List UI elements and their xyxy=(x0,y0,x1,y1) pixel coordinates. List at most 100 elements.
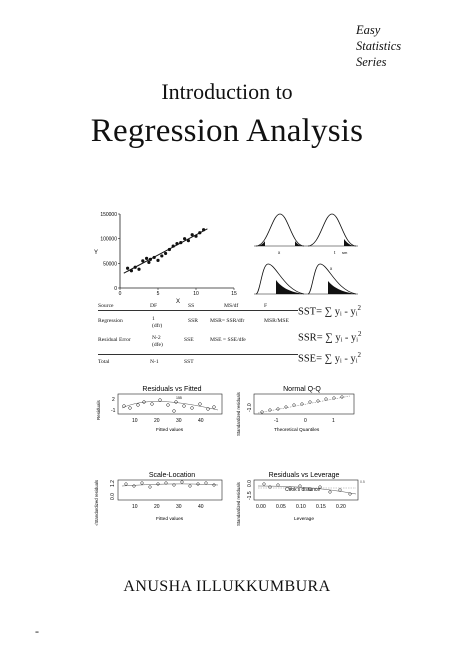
anova-row-f: MSR/MSE xyxy=(264,318,289,324)
scatter-xlabel: X xyxy=(176,299,180,305)
regression-line xyxy=(123,228,208,274)
sl-xlabel: Fitted values xyxy=(156,516,184,522)
scatter-point xyxy=(147,260,151,264)
anova-row-source: Total xyxy=(98,359,110,365)
qq-ytick: -1.0 xyxy=(247,403,253,412)
sl-xtick: 20 xyxy=(154,504,160,510)
scatter-plot: 150000 100000 50000 0 0 5 10 15 Y X xyxy=(94,212,237,305)
scatter-xtick: 10 xyxy=(193,291,199,297)
scatter-point xyxy=(137,267,141,271)
anova-header-df: DF xyxy=(150,303,158,309)
formula-lhs: SSR xyxy=(298,332,317,344)
sl-xtick: 30 xyxy=(176,504,182,510)
formula-lhs: SST xyxy=(298,306,317,318)
book-title: Regression Analysis xyxy=(90,113,364,149)
rvf-xlabel: Fitted values xyxy=(156,427,184,433)
formula-exp: 2 xyxy=(357,304,361,312)
rvf-xtick: 30 xyxy=(176,418,182,424)
dist-label-3: sm xyxy=(342,250,348,255)
sl-xtick: 40 xyxy=(198,504,204,510)
distribution-sketches: x t sm x xyxy=(254,213,358,295)
sl-ylabel: √Standardized residuals xyxy=(94,480,99,526)
formula-sst: SST= ∑ yᵢ - yᵢ2 xyxy=(298,304,361,318)
rvl-xtick: 0.20 xyxy=(336,504,346,510)
rvf-xtick: 10 xyxy=(132,418,138,424)
series-word-2: Statistics xyxy=(356,39,402,53)
anova-row-ss: SSR xyxy=(188,318,198,324)
rvf-ylabel: Residuals xyxy=(96,399,101,420)
anova-row-source: Regression xyxy=(98,318,123,324)
scatter-point xyxy=(156,258,160,262)
qq-xlabel: Theoretical Quantiles xyxy=(274,427,320,433)
formula-body: = ∑ yᵢ - yᵢ xyxy=(316,306,358,318)
rvl-ylabel: Standardized residuals xyxy=(236,482,241,526)
scatter-point xyxy=(145,256,149,260)
scatter-point xyxy=(183,237,187,241)
qq-title: Normal Q-Q xyxy=(283,386,321,393)
formula-lhs: SSE xyxy=(298,353,317,365)
anova-row-df: N-1 xyxy=(150,359,159,365)
normal-curve-2: t sm xyxy=(306,213,358,255)
rvl-xtick: 0.15 xyxy=(316,504,326,510)
rvf-xtick: 40 xyxy=(198,418,204,424)
anova-header-ms: MS/df xyxy=(224,303,239,309)
anova-row-ms: MSE = SSE/dfe xyxy=(210,337,246,343)
scatter-point xyxy=(160,254,164,258)
normal-curve-1: x xyxy=(254,213,306,255)
rvf-xtick: 20 xyxy=(154,418,160,424)
anova-row-df: N-2 xyxy=(152,335,161,341)
rvf-note: 155 xyxy=(176,396,182,400)
anova-table: Source DF SS MS/df F Regression 1 (dfr) … xyxy=(98,302,308,368)
residuals-vs-leverage-plot: Residuals vs Leverage Standardized resid… xyxy=(236,472,365,526)
anova-row-df-sub: (dfr) xyxy=(152,323,163,329)
anova-row-ss: SSE xyxy=(184,337,194,343)
rvf-ytick: 2 xyxy=(112,397,115,403)
scatter-ytick: 100000 xyxy=(100,237,117,243)
rvl-title: Residuals vs Leverage xyxy=(269,472,340,479)
sl-title: Scale-Location xyxy=(149,472,195,479)
rvl-xlabel: Leverage xyxy=(294,516,314,522)
sl-ytick: 0.0 xyxy=(110,493,116,500)
dist-label-4: x xyxy=(330,266,333,271)
scatter-xtick: 15 xyxy=(231,291,237,297)
dist-label-2: t xyxy=(334,250,336,255)
anova-header-source: Source xyxy=(98,303,114,309)
anova-row-ms: MSR= SSR/dfr xyxy=(210,318,245,324)
normal-qq-plot: Normal Q-Q Standardized residuals -1.0 -… xyxy=(236,386,355,436)
rvf-title: Residuals vs Fitted xyxy=(142,386,201,393)
qq-ylabel: Standardized residuals xyxy=(236,392,241,436)
scatter-ylabel: Y xyxy=(94,250,98,256)
anova-header-f: F xyxy=(264,303,268,309)
diagnostic-plots: Residuals vs Fitted Residuals 2 -1 10 20… xyxy=(94,386,365,526)
scatter-point xyxy=(141,259,145,263)
rvf-ytick: -1 xyxy=(111,408,116,414)
scatter-point xyxy=(126,266,130,270)
formula-ssr: SSR= ∑ yᵢ - yᵢ2 xyxy=(298,330,362,344)
scatter-ytick: 150000 xyxy=(100,212,117,218)
series-word-1: Easy xyxy=(356,23,381,37)
sl-ytick: 1.2 xyxy=(110,480,116,487)
formula-sse: SSE= ∑ yᵢ - yᵢ2 xyxy=(298,351,361,365)
skewed-curve-1 xyxy=(254,263,306,295)
skewed-curve-2: x xyxy=(306,263,358,295)
rvl-ytick: -1.5 xyxy=(247,491,253,500)
dist-label-1: x xyxy=(278,250,281,255)
scale-location-plot: Scale-Location √Standardized residuals 0… xyxy=(94,472,223,526)
formula-exp: 2 xyxy=(357,351,361,359)
formula-body: = ∑ yᵢ - yᵢ xyxy=(316,353,358,365)
anova-row-ss: SST xyxy=(184,359,194,365)
scatter-ytick: 50000 xyxy=(103,261,117,267)
rvl-side-label: 0.5 xyxy=(360,480,365,484)
qq-xtick: 1 xyxy=(332,418,335,424)
formula-body: = ∑ yᵢ - yᵢ xyxy=(316,332,359,344)
sl-xtick: 10 xyxy=(132,504,138,510)
series-word-3: Series xyxy=(356,55,387,69)
anova-row-source: Residual Error xyxy=(98,337,131,343)
anova-row-df: 1 xyxy=(152,316,155,322)
rvl-xtick: 0.10 xyxy=(296,504,306,510)
scatter-ytick: 0 xyxy=(114,286,117,292)
author-name: ANUSHA ILLUKKUMBURA xyxy=(123,578,331,595)
title-line-1: Introduction to xyxy=(161,79,293,104)
residuals-vs-fitted-plot: Residuals vs Fitted Residuals 2 -1 10 20… xyxy=(96,386,223,433)
rvl-ytick: 0.0 xyxy=(247,480,253,487)
